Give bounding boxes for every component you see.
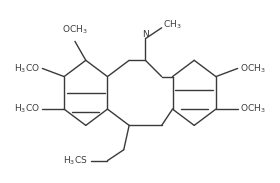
Text: OCH$_3$: OCH$_3$ <box>240 103 266 115</box>
Text: OCH$_3$: OCH$_3$ <box>62 23 88 36</box>
Text: N: N <box>142 30 149 39</box>
Text: H$_3$CS: H$_3$CS <box>62 154 87 167</box>
Text: CH$_3$: CH$_3$ <box>163 19 182 31</box>
Text: OCH$_3$: OCH$_3$ <box>240 62 266 75</box>
Text: H$_3$CO: H$_3$CO <box>14 62 40 75</box>
Text: H$_3$CO: H$_3$CO <box>14 103 40 115</box>
